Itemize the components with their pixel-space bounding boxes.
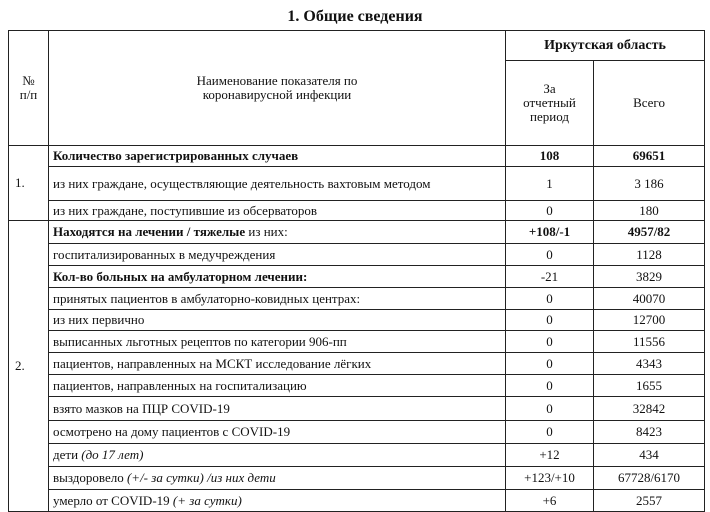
label-text: взято мазков на ПЦР COVID-19 — [53, 400, 230, 416]
label-note: (+/- за сутки) /из них дети — [126, 470, 276, 485]
total-value: 40070 — [592, 287, 706, 310]
total-value: 3 186 — [592, 166, 706, 201]
label-text: пациентов, направленных на госпитализаци… — [53, 377, 307, 393]
table-row: выздоровело (+/- за сутки) /из них дети +… — [9, 466, 706, 490]
row-label: из них граждане, осуществляющие деятельн… — [48, 166, 506, 201]
row-label: взято мазков на ПЦР COVID-19 — [48, 396, 506, 421]
total-value: 67728/6170 — [592, 466, 706, 490]
label-text: выписанных льготных рецептов по категори… — [53, 333, 347, 349]
section-title: 1. Общие сведения — [287, 8, 423, 25]
covid-statistics-table: № п/п Наименование показателя по коронав… — [8, 30, 706, 512]
period-value: 0 — [505, 330, 594, 353]
period-value: 0 — [505, 243, 594, 266]
label-text: осмотрено на дому пациентов с COVID-19 — [53, 424, 291, 439]
period-value: 108 — [505, 145, 594, 167]
row-label: осмотрено на дому пациентов с COVID-19 — [48, 420, 506, 444]
table-body: 1. Количество зарегистрированных случаев 1… — [8, 145, 706, 512]
total-value: 1655 — [592, 374, 706, 397]
label-note: (+ за сутки) — [172, 492, 242, 508]
period-value: 0 — [505, 352, 594, 375]
table-row: госпитализированных в медучреждения 0 1128 — [9, 243, 706, 266]
period-value: +108/-1 — [505, 220, 594, 244]
total-value: 434 — [592, 443, 706, 467]
row-label: из них граждане, поступившие из обсерват… — [48, 200, 506, 221]
row-label: Находятся на лечении / тяжелые из них: — [48, 220, 506, 244]
label-text: из них граждане, поступившие из обсерват… — [53, 202, 318, 218]
period-value: 0 — [505, 420, 594, 444]
row-label: Количество зарегистрированных случаев — [48, 145, 506, 167]
table-row: пациентов, направленных на госпитализаци… — [9, 374, 706, 397]
total-value: 4957/82 — [592, 220, 706, 244]
row-label: пациентов, направленных на МСКТ исследов… — [48, 352, 506, 375]
label-text: принятых пациентов в амбулаторно-ковидны… — [53, 290, 361, 306]
table-row: дети (до 17 лет) +12 434 — [9, 443, 706, 467]
header-period: За отчетный период — [505, 60, 594, 146]
header-region: Иркутская область — [504, 30, 706, 61]
period-value: 0 — [505, 374, 594, 397]
table-row: из них граждане, поступившие из обсерват… — [9, 200, 706, 221]
row-label: выписанных льготных рецептов по категори… — [48, 330, 506, 353]
period-value: 1 — [505, 166, 594, 201]
period-value: +12 — [505, 443, 594, 467]
row-label: умерло от COVID-19 (+ за сутки) — [48, 489, 506, 512]
label-text: дети — [53, 447, 82, 462]
table-row: из них граждане, осуществляющие деятельн… — [9, 166, 706, 201]
header-number: № п/п — [8, 30, 49, 146]
total-value: 11556 — [592, 330, 706, 353]
total-value: 1128 — [592, 243, 706, 266]
table-row: из них первично 0 12700 — [9, 309, 706, 331]
row-label: пациентов, направленных на госпитализаци… — [48, 374, 506, 397]
period-value: 0 — [505, 396, 594, 421]
row-label: принятых пациентов в амбулаторно-ковидны… — [48, 287, 506, 310]
row-label: из них первично — [48, 309, 506, 331]
table-row: осмотрено на дому пациентов с COVID-19 0 8… — [9, 420, 706, 444]
header-indicator: Наименование показателя по коронавирусно… — [48, 30, 506, 146]
total-value: 180 — [592, 200, 706, 221]
total-value: 8423 — [592, 420, 706, 444]
label-text: из них граждане, осуществляющие деятельн… — [53, 175, 431, 191]
total-value: 3829 — [592, 265, 706, 288]
period-value: +6 — [505, 489, 594, 512]
table-row: Кол-во больных на амбулаторном лечении: -… — [9, 265, 706, 288]
table-row: принятых пациентов в амбулаторно-ковидны… — [9, 287, 706, 310]
total-value: 4343 — [592, 352, 706, 375]
table-row: пациентов, направленных на МСКТ исследов… — [9, 352, 706, 375]
label-note: (до 17 лет) — [81, 447, 144, 462]
period-value: -21 — [505, 265, 594, 288]
period-value: +123/+10 — [505, 466, 594, 490]
row-label: дети (до 17 лет) — [48, 443, 506, 467]
label-plain: из них: — [245, 224, 288, 239]
label-text: Находятся на лечении / тяжелые — [53, 224, 246, 239]
period-value: 0 — [505, 309, 594, 331]
row-label: госпитализированных в медучреждения — [48, 243, 506, 266]
label-text: пациентов, направленных на МСКТ исследов… — [53, 355, 372, 371]
row-label: выздоровело (+/- за сутки) /из них дети — [48, 466, 506, 490]
table-row: 2. Находятся на лечении / тяжелые из них:… — [8, 220, 706, 512]
label-text: умерло от COVID-19 — [53, 492, 173, 508]
table-row: умерло от COVID-19 (+ за сутки) +6 2557 — [9, 489, 706, 512]
label-text: выздоровело — [53, 470, 127, 485]
row-label: Кол-во больных на амбулаторном лечении: — [48, 265, 506, 288]
table-row: выписанных льготных рецептов по категори… — [9, 330, 706, 353]
total-value: 12700 — [592, 309, 706, 331]
table-row: взято мазков на ПЦР COVID-19 0 32842 — [9, 396, 706, 421]
period-value: 0 — [505, 200, 594, 221]
label-text: из них первично — [53, 312, 145, 327]
row-index: 1. — [8, 145, 49, 221]
total-value: 69651 — [592, 145, 706, 167]
total-value: 32842 — [592, 396, 706, 421]
row-index: 2. — [8, 220, 49, 512]
label-text: Кол-во больных на амбулаторном лечении: — [53, 268, 308, 284]
period-value: 0 — [505, 287, 594, 310]
label-text: Количество зарегистрированных случаев — [53, 148, 299, 163]
total-value: 2557 — [592, 489, 706, 512]
header-total: Всего — [592, 60, 706, 146]
table-row: 1. Количество зарегистрированных случаев 1… — [8, 145, 706, 221]
label-text: госпитализированных в медучреждения — [53, 246, 276, 262]
